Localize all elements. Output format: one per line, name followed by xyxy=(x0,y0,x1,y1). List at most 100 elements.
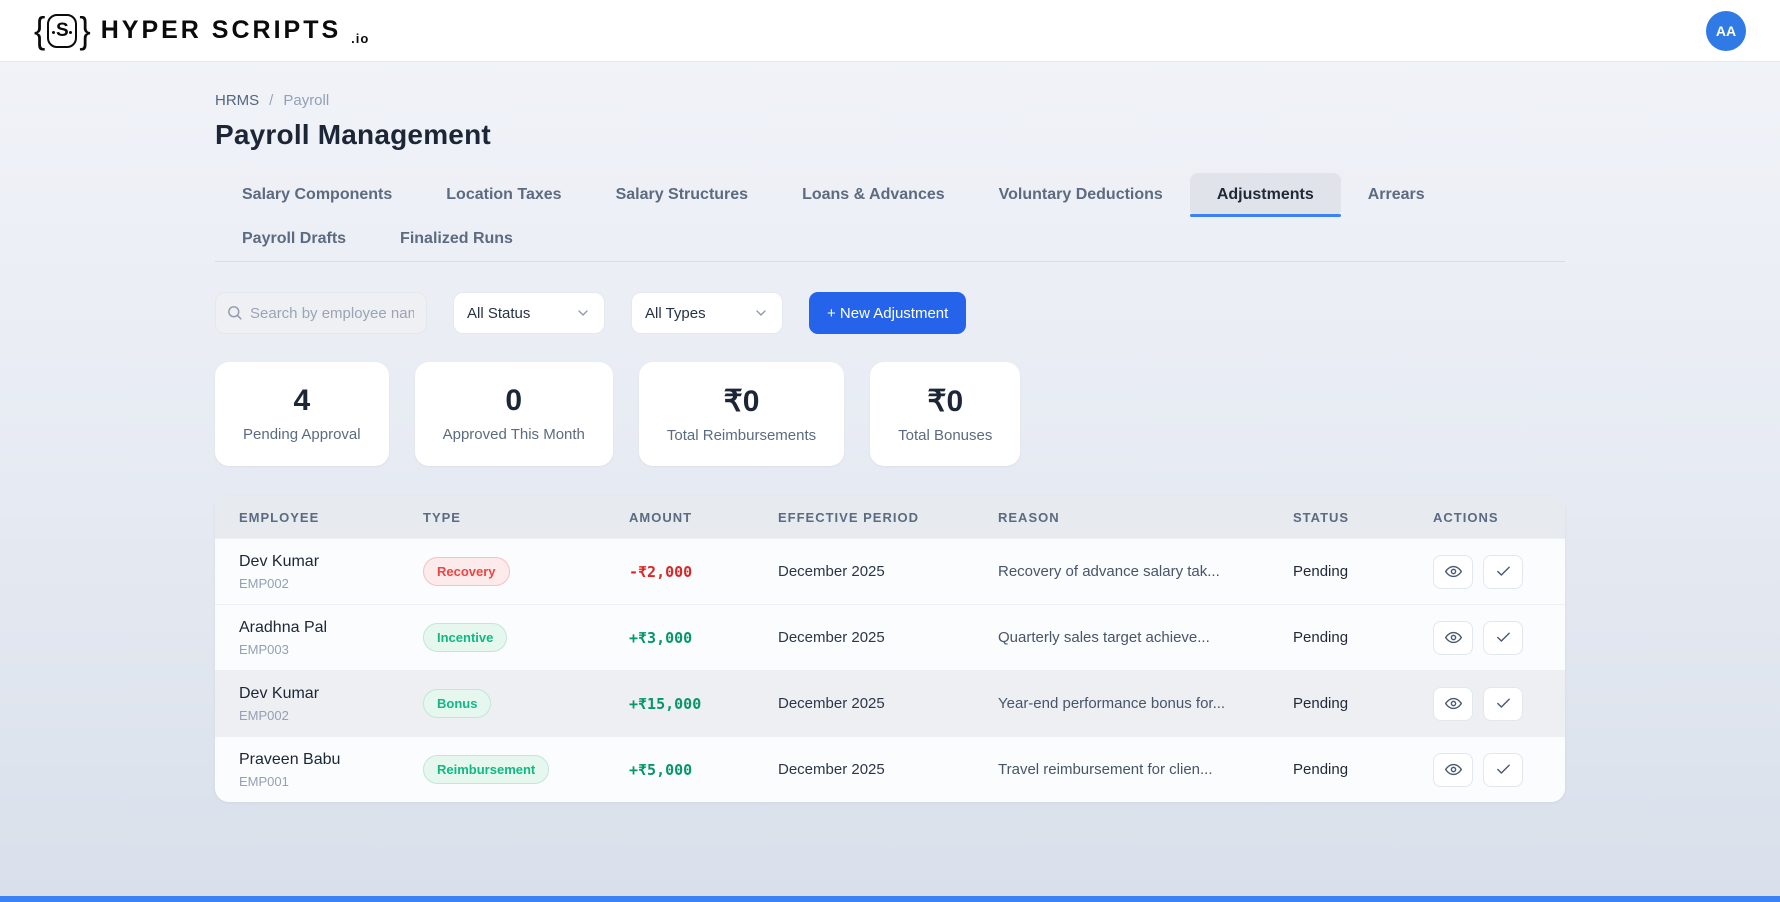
type-filter-select[interactable]: All Types xyxy=(631,292,783,334)
stat-value: ₹0 xyxy=(723,385,760,418)
check-icon xyxy=(1496,632,1510,642)
type-cell: Incentive xyxy=(405,623,611,652)
tab-salary-structures[interactable]: Salary Structures xyxy=(615,186,749,203)
check-icon xyxy=(1496,566,1510,576)
status-filter-value: All Status xyxy=(467,304,531,322)
tab-salary-components[interactable]: Salary Components xyxy=(242,186,393,203)
col-amount: Amount xyxy=(629,509,693,525)
reason-cell: Travel reimbursement for clien... xyxy=(998,761,1213,778)
col-employee: Employee xyxy=(239,509,320,525)
stat-value: 0 xyxy=(505,384,523,417)
logo-brace-open: { xyxy=(34,9,46,52)
tab-voluntary-deductions[interactable]: Voluntary Deductions xyxy=(998,186,1163,203)
employee-cell: Dev Kumar EMP002 xyxy=(215,685,405,723)
view-button[interactable] xyxy=(1433,620,1473,655)
table-row: Dev Kumar EMP002 Bonus +₹15,000 December… xyxy=(215,670,1565,736)
col-actions: Actions xyxy=(1433,509,1499,525)
tab-finalized-runs[interactable]: Finalized Runs xyxy=(400,230,513,247)
brand-name: HYPER SCRIPTS xyxy=(100,16,342,44)
breadcrumb-separator: / xyxy=(269,92,274,109)
view-button[interactable] xyxy=(1433,554,1473,589)
reason-cell: Recovery of advance salary tak... xyxy=(998,563,1220,580)
actions-cell xyxy=(1415,620,1565,655)
approve-button[interactable] xyxy=(1483,620,1523,655)
logo-s-emblem: S xyxy=(47,13,78,48)
approve-button[interactable] xyxy=(1483,752,1523,787)
check-icon xyxy=(1496,698,1510,708)
employee-cell: Dev Kumar EMP002 xyxy=(215,553,405,591)
chevron-down-icon xyxy=(756,310,766,316)
tab-location-taxes[interactable]: Location Taxes xyxy=(446,186,562,203)
search-wrap xyxy=(215,292,427,334)
approve-button[interactable] xyxy=(1483,686,1523,721)
view-button[interactable] xyxy=(1433,752,1473,787)
search-icon xyxy=(228,306,242,320)
status-filter-select[interactable]: All Status xyxy=(453,292,605,334)
stat-total-reimbursements: ₹0 Total Reimbursements xyxy=(638,362,845,466)
stat-total-bonuses: ₹0 Total Bonuses xyxy=(870,362,1021,466)
employee-name: Dev Kumar xyxy=(239,552,320,570)
type-cell: Bonus xyxy=(405,689,611,718)
tab-payroll-drafts[interactable]: Payroll Drafts xyxy=(242,230,347,247)
new-adjustment-button[interactable]: + New Adjustment xyxy=(809,292,967,334)
stat-pending-approval: 4 Pending Approval xyxy=(215,362,389,466)
stat-label: Pending Approval xyxy=(243,426,361,443)
stat-label: Total Reimbursements xyxy=(666,427,817,444)
employee-cell: Praveen Babu EMP001 xyxy=(215,751,405,789)
amount-cell: +₹5,000 xyxy=(629,760,693,779)
type-cell: Recovery xyxy=(405,557,611,586)
employee-id: EMP002 xyxy=(239,707,289,723)
user-avatar[interactable]: AA xyxy=(1706,10,1746,51)
employee-name: Dev Kumar xyxy=(239,684,320,702)
period-cell: December 2025 xyxy=(778,629,885,646)
col-reason: Reason xyxy=(998,509,1060,525)
brand-tld: .io xyxy=(351,30,370,46)
type-badge: Incentive xyxy=(423,623,508,652)
eye-icon xyxy=(1444,565,1462,578)
table-row: Praveen Babu EMP001 Reimbursement +₹5,00… xyxy=(215,736,1565,802)
actions-cell xyxy=(1415,686,1565,721)
reason-cell: Year-end performance bonus for... xyxy=(998,695,1226,712)
type-filter-value: All Types xyxy=(645,304,706,322)
tab-arrears[interactable]: Arrears xyxy=(1367,186,1425,203)
top-navbar: { S } HYPER SCRIPTS .io AA xyxy=(0,0,1780,62)
stat-label: Total Bonuses xyxy=(898,427,993,444)
status-cell: Pending xyxy=(1293,695,1349,712)
stat-approved-this-month: 0 Approved This Month xyxy=(414,362,613,466)
type-badge: Recovery xyxy=(423,557,510,586)
employee-id: EMP001 xyxy=(239,773,289,789)
actions-cell xyxy=(1415,554,1565,589)
employee-cell: Aradhna Pal EMP003 xyxy=(215,619,405,657)
page-title: Payroll Management xyxy=(215,119,491,150)
eye-icon xyxy=(1444,697,1462,710)
breadcrumb-hrms[interactable]: HRMS xyxy=(215,92,260,109)
employee-name: Praveen Babu xyxy=(239,750,341,768)
search-input[interactable] xyxy=(215,292,427,334)
table-row: Aradhna Pal EMP003 Incentive +₹3,000 Dec… xyxy=(215,604,1565,670)
actions-cell xyxy=(1415,752,1565,787)
page-content: HRMS / Payroll Payroll Management Salary… xyxy=(215,62,1565,802)
approve-button[interactable] xyxy=(1483,554,1523,589)
tab-adjustments[interactable]: Adjustments xyxy=(1189,173,1341,217)
eye-icon xyxy=(1444,763,1462,776)
bottom-accent-bar xyxy=(0,896,1780,902)
status-cell: Pending xyxy=(1293,629,1349,646)
stat-label: Approved This Month xyxy=(442,426,585,443)
view-button[interactable] xyxy=(1433,686,1473,721)
type-badge: Bonus xyxy=(423,689,492,718)
employee-id: EMP003 xyxy=(239,641,289,657)
tab-loans-advances[interactable]: Loans & Advances xyxy=(802,186,945,203)
stat-value: 4 xyxy=(293,384,311,417)
reason-cell: Quarterly sales target achieve... xyxy=(998,629,1210,646)
col-type: Type xyxy=(423,509,461,525)
period-cell: December 2025 xyxy=(778,563,885,580)
type-badge: Reimbursement xyxy=(423,755,550,784)
amount-cell: +₹15,000 xyxy=(629,694,702,713)
table-row: Dev Kumar EMP002 Recovery -₹2,000 Decemb… xyxy=(215,538,1565,604)
amount-cell: -₹2,000 xyxy=(629,562,693,581)
brand-logo[interactable]: { S } HYPER SCRIPTS .io xyxy=(34,9,370,52)
stats-cards: 4 Pending Approval 0 Approved This Month… xyxy=(215,362,1565,466)
status-cell: Pending xyxy=(1293,563,1349,580)
check-icon xyxy=(1496,764,1510,774)
status-cell: Pending xyxy=(1293,761,1349,778)
